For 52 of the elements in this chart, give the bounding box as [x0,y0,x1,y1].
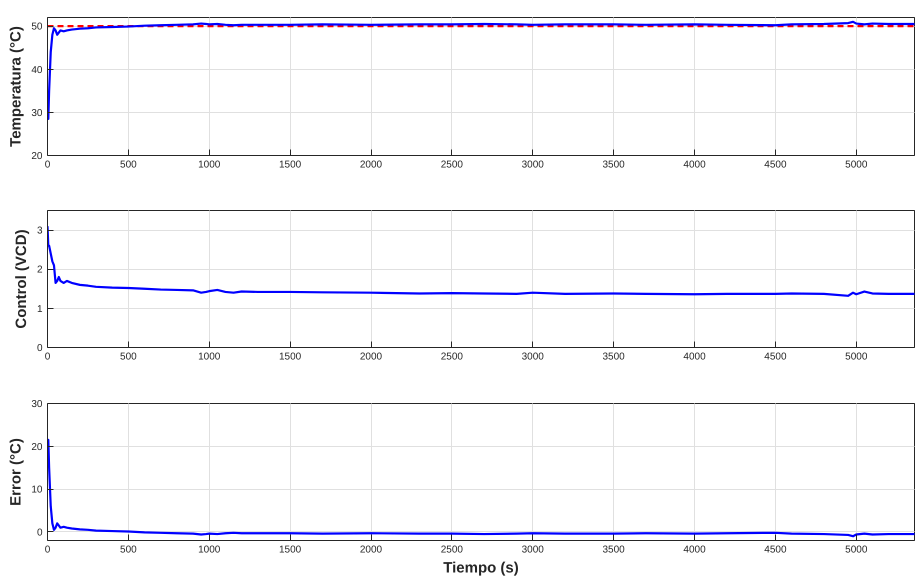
line-series [48,20,914,120]
y-axis-title: Temperatura (°C) [7,26,24,147]
x-tick-label: 3000 [522,544,544,556]
x-tick-label: 5000 [845,160,868,170]
x-tick-label: 3000 [522,160,544,170]
x-tick-label: 4000 [683,160,706,170]
x-tick-label: 0 [44,544,51,556]
y-tick-label: 50 [31,22,43,33]
y-tick-label: 30 [31,108,43,119]
y-axis-title: Control (VCD) [12,229,30,329]
y-tick-label: 20 [31,151,43,162]
y-tick-label: 20 [31,442,43,453]
x-tick-label: 4500 [764,352,787,362]
x-tick-label: 3500 [602,352,626,362]
x-tick-label: 2500 [440,160,464,170]
x-tick-label: 2000 [360,352,383,362]
x-tick-label: 1000 [198,160,221,170]
y-tick-label: 40 [31,64,43,76]
x-tick-label: 5000 [845,544,868,556]
y-tick-label: 3 [36,226,43,237]
x-tick-label: 2000 [360,544,383,556]
x-tick-label: 5000 [845,352,868,362]
y-tick-label: 0 [36,343,43,354]
x-tick-label: 2000 [360,160,383,170]
x-tick-label: 1000 [198,544,221,556]
y-tick-label: 2 [36,264,43,276]
x-tick-label: 3000 [522,352,544,362]
x-tick-label: 0 [44,160,51,170]
x-tick-label: 2500 [440,352,464,362]
x-tick-label: 4000 [683,544,706,556]
x-tick-label: 1500 [279,544,302,556]
x-tick-label: 500 [120,160,138,170]
y-tick-label: 10 [31,484,43,496]
x-tick-label: 3500 [602,544,626,556]
x-tick-label: 3500 [602,160,626,170]
y-tick-label: 30 [31,399,43,410]
x-tick-label: 4500 [764,544,787,556]
x-axis-title: Tiempo (s) [443,560,519,576]
x-tick-label: 4500 [764,160,787,170]
line-series [48,225,914,297]
x-tick-label: 1000 [198,352,221,362]
y-tick-label: 0 [36,527,43,538]
x-tick-label: 500 [120,544,138,556]
y-tick-label: 1 [36,304,43,315]
x-tick-label: 0 [44,352,51,362]
x-tick-label: 1500 [279,160,302,170]
y-axis-title: Error (°C) [7,438,24,506]
x-tick-label: 4000 [683,352,706,362]
line-series [48,438,914,538]
x-tick-label: 1500 [279,352,302,362]
x-tick-label: 500 [120,352,138,362]
x-tick-label: 2500 [440,544,464,556]
